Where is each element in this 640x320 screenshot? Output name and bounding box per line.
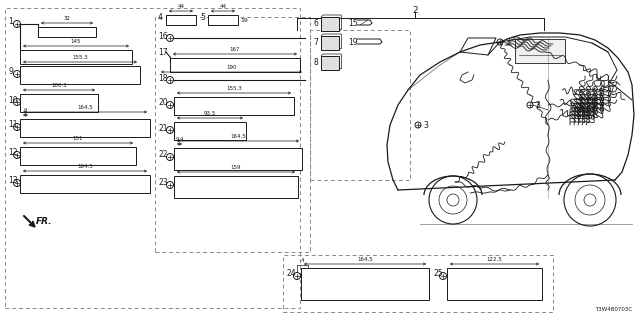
Bar: [174, 176, 298, 198]
Text: 16: 16: [158, 31, 168, 41]
Bar: [20, 175, 150, 193]
Text: 19: 19: [240, 18, 248, 22]
Bar: [20, 50, 132, 64]
Bar: [174, 97, 294, 115]
Bar: [310, 30, 410, 180]
Bar: [20, 94, 98, 112]
Bar: [321, 36, 339, 50]
Text: 5: 5: [200, 12, 205, 21]
Text: 12: 12: [8, 148, 17, 156]
Text: 151: 151: [73, 136, 83, 141]
Text: 164.5: 164.5: [230, 134, 246, 139]
Text: 13: 13: [8, 175, 18, 185]
Bar: [155, 17, 310, 252]
Bar: [174, 122, 246, 140]
Bar: [447, 268, 542, 300]
Text: 3: 3: [505, 37, 510, 46]
Bar: [38, 27, 96, 37]
Text: 164.5: 164.5: [77, 164, 93, 169]
Text: 44: 44: [177, 4, 184, 9]
Text: 15: 15: [348, 19, 358, 28]
Text: 3: 3: [423, 121, 428, 130]
Text: 8: 8: [313, 58, 317, 67]
Text: 20: 20: [158, 98, 168, 107]
Bar: [20, 147, 136, 165]
Text: 164.5: 164.5: [77, 105, 93, 110]
Text: 9: 9: [24, 108, 27, 113]
Bar: [166, 15, 196, 25]
Text: 155.3: 155.3: [226, 86, 242, 91]
Text: 2: 2: [412, 6, 418, 15]
Bar: [20, 66, 140, 84]
Bar: [20, 119, 150, 137]
Bar: [515, 39, 565, 63]
Bar: [170, 58, 300, 72]
Text: T3W4B0703C: T3W4B0703C: [595, 307, 632, 312]
Text: 44: 44: [220, 4, 227, 9]
Text: 7: 7: [313, 37, 318, 46]
Bar: [321, 17, 339, 31]
Text: 4: 4: [300, 258, 304, 263]
Text: 167: 167: [230, 47, 240, 52]
Text: 6: 6: [313, 19, 318, 28]
Text: 93.5: 93.5: [204, 111, 216, 116]
Text: FR.: FR.: [36, 217, 52, 226]
Text: 159: 159: [231, 165, 241, 170]
Text: 10: 10: [8, 95, 18, 105]
Text: 25: 25: [433, 268, 443, 277]
Text: 155.3: 155.3: [72, 55, 88, 60]
Text: 190: 190: [227, 65, 237, 70]
Text: 1: 1: [8, 17, 13, 26]
Text: 18: 18: [158, 74, 168, 83]
Text: 164.5: 164.5: [357, 257, 373, 262]
Bar: [301, 268, 429, 300]
Bar: [208, 15, 238, 25]
Text: 19: 19: [348, 37, 358, 46]
Text: 100.1: 100.1: [51, 83, 67, 88]
Text: 9: 9: [8, 67, 13, 76]
Text: 32: 32: [63, 16, 70, 21]
Bar: [321, 56, 339, 70]
Text: 3: 3: [535, 100, 540, 109]
Text: 9.4: 9.4: [175, 137, 184, 142]
Text: 22: 22: [158, 149, 168, 158]
Text: 23: 23: [158, 178, 168, 187]
Text: 24: 24: [286, 268, 296, 277]
Bar: [5, 8, 300, 308]
Text: 21: 21: [158, 124, 168, 132]
Text: 4: 4: [158, 12, 163, 21]
Text: 17: 17: [158, 47, 168, 57]
Text: 145: 145: [71, 39, 81, 44]
Text: 122.5: 122.5: [486, 257, 502, 262]
Bar: [283, 255, 553, 312]
Text: 11: 11: [8, 119, 17, 129]
Bar: [174, 148, 302, 170]
